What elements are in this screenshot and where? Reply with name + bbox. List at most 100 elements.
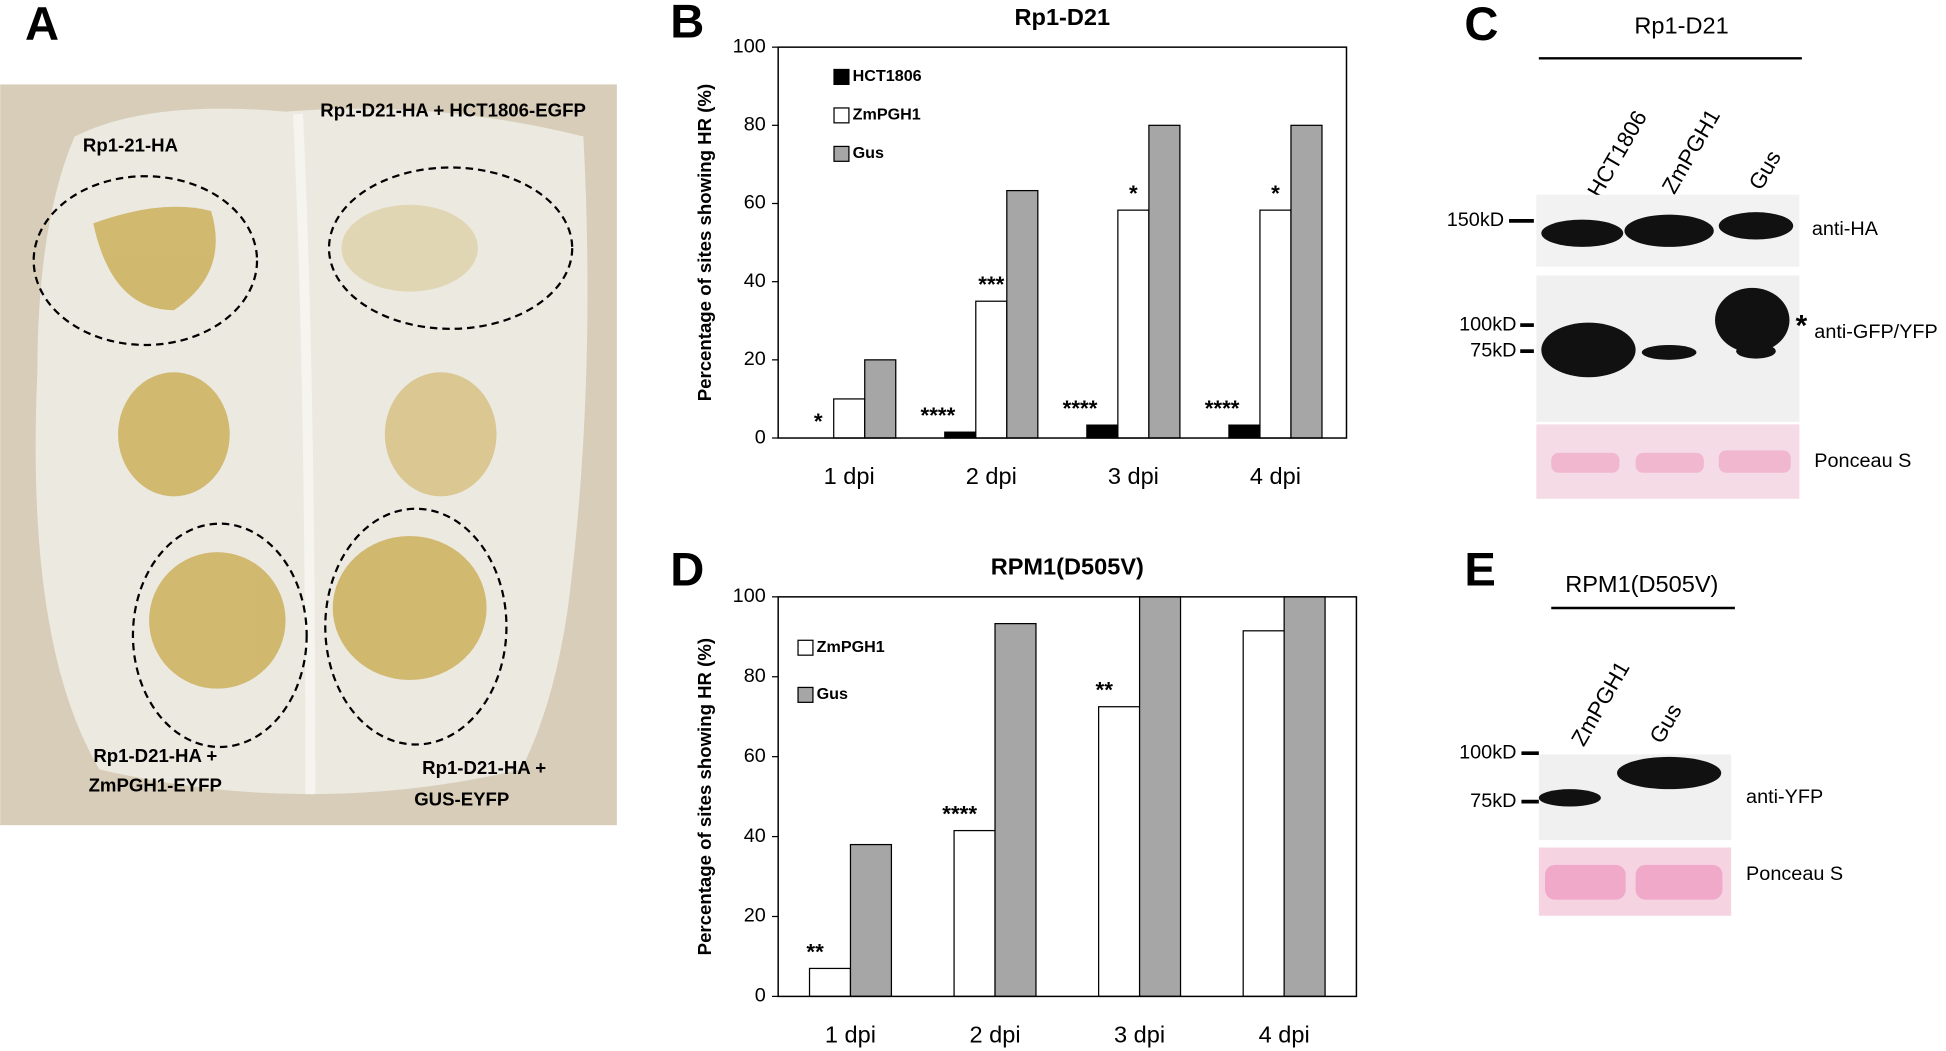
x-tick-label: 4 dpi [1259,1021,1310,1047]
y-tick-label: 0 [755,985,766,1007]
significance: ** [806,939,824,964]
bar [833,398,866,439]
marker-label: 100kD [1459,313,1516,335]
significance: **** [921,403,956,428]
bar [849,843,893,998]
bar [1259,209,1292,439]
x-tick-label: 3 dpi [1108,463,1159,489]
significance: * [1271,181,1280,206]
marker-label: 75kD [1470,790,1516,812]
chart-title: Rp1-D21 [1015,4,1111,30]
blot-title: Rp1-D21 [1634,13,1728,39]
panel-letter: B [670,0,704,47]
photo-label: Rp1-D21-HA + [422,757,546,778]
legend-swatch [833,107,850,124]
y-tick-label: 20 [744,348,766,370]
bar [1006,189,1039,439]
bar [975,300,1008,439]
significance: * [1129,181,1138,206]
blot-label: Ponceau S [1746,863,1843,885]
blot-label: anti-YFP [1746,786,1823,808]
bar [1138,596,1182,998]
panel-letter: D [670,543,704,596]
x-tick-label: 2 dpi [966,463,1017,489]
y-tick-label: 60 [744,192,766,214]
blot-bands [1545,864,1723,900]
leaf-vein [293,113,316,795]
blot-bands [1541,287,1790,378]
bar [1228,424,1261,439]
photo-label: GUS-EYFP [414,788,509,809]
blot-bands [1551,450,1791,473]
infiltration-spots [93,204,497,689]
bar [944,431,977,439]
y-tick-label: 80 [744,114,766,136]
x-tick-label: 3 dpi [1114,1021,1165,1047]
significance: ** [1096,678,1114,703]
x-tick-label: 2 dpi [969,1021,1020,1047]
y-tick-label: 0 [755,426,766,448]
x-tick-label: 1 dpi [825,1021,876,1047]
legend-label: Gus [853,144,884,162]
panel-letter: E [1464,543,1495,596]
bar [808,967,852,998]
bar [1290,124,1323,439]
significance: **** [1063,396,1098,421]
blot-label: anti-GFP/YFP [1814,321,1938,343]
legend-swatch [797,686,814,703]
blot-bands [1538,756,1722,807]
bar [953,829,996,998]
blot-bands [1541,212,1794,247]
y-tick-label: 40 [744,825,766,847]
significance: **** [942,802,977,827]
y-axis-label: Percentage of sites showing HR (%) [694,638,715,955]
y-tick-label: 80 [744,665,766,687]
legend-label: ZmPGH1 [853,106,921,124]
marker-label: 100kD [1459,741,1516,763]
photo-label: Rp1-D21-HA + [93,745,217,766]
significance: * [814,409,823,434]
chart-title: RPM1(D505V) [991,554,1144,580]
legend-swatch [797,639,814,656]
lane-label: ZmPGH1 [1566,657,1634,750]
lane-label: ZmPGH1 [1657,105,1725,198]
bar [994,622,1037,998]
panel-letter: C [1464,0,1498,50]
y-tick-label: 100 [733,585,766,607]
y-axis-label: Percentage of sites showing HR (%) [694,84,715,401]
blot-title: RPM1(D505V) [1565,571,1718,597]
y-tick-label: 100 [733,35,766,57]
y-tick-label: 40 [744,270,766,292]
legend-label: ZmPGH1 [817,638,885,656]
x-tick-label: 4 dpi [1250,463,1301,489]
blot-label: Ponceau S [1814,450,1911,472]
panel-letter: A [25,0,59,50]
lane-label: Gus [1744,146,1786,194]
bar [864,359,897,439]
photo-label: Rp1-21-HA [83,134,178,155]
bar [1148,124,1181,439]
bar [1098,706,1141,998]
y-tick-label: 20 [744,905,766,927]
y-tick-label: 60 [744,745,766,767]
lane-label: HCT1806 [1582,106,1651,201]
legend-label: Gus [817,685,848,703]
significance: *** [978,272,1004,297]
photo-label: Rp1-D21-HA + HCT1806-EGFP [320,100,586,121]
plot-frame [777,46,1348,439]
photo-label: ZmPGH1-EYFP [89,775,222,796]
lane-label: Gus [1645,700,1687,748]
marker-label: 75kD [1470,339,1516,361]
bar [1283,596,1326,998]
x-tick-label: 1 dpi [824,463,875,489]
bar [1242,630,1285,998]
dashed-circles [32,166,574,749]
plot-frame [777,596,1358,998]
bar [1117,209,1150,439]
legend-label: HCT1806 [853,67,922,85]
note: * [1796,309,1808,342]
legend-swatch [833,68,850,85]
legend-swatch [833,145,850,162]
blot-label: anti-HA [1812,218,1879,240]
